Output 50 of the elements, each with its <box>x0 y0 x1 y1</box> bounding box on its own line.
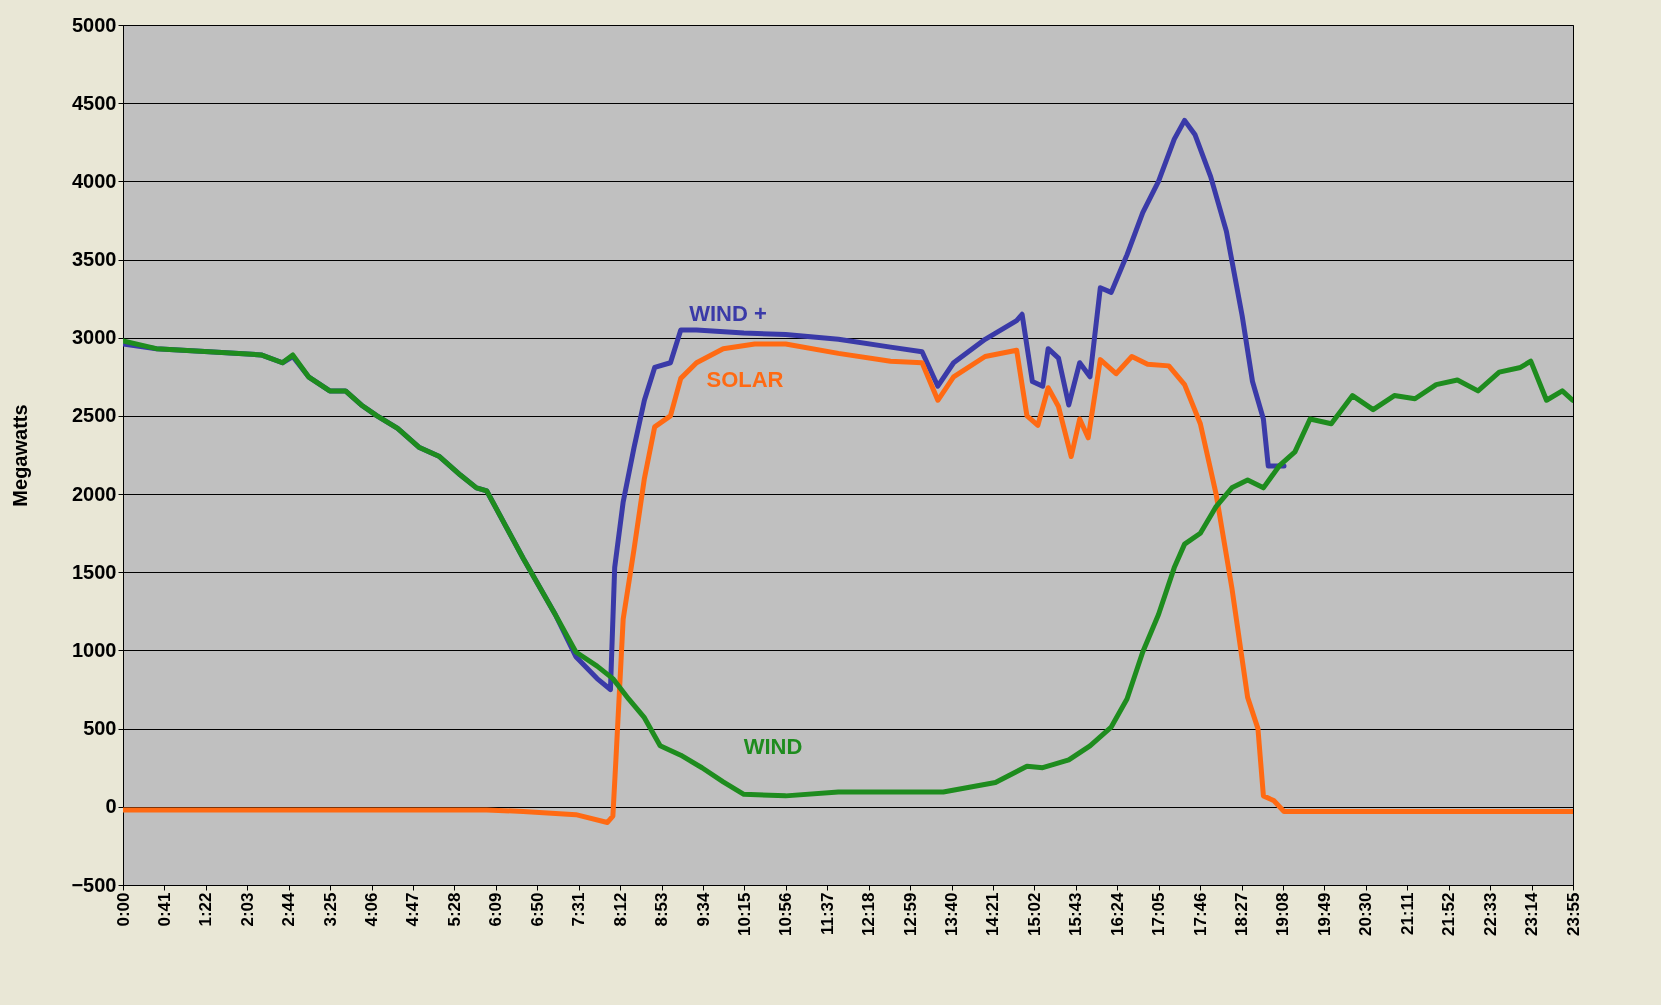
x-tick-label: 16:24 <box>1107 891 1127 936</box>
x-tick-label: 1:22 <box>196 892 216 927</box>
x-tick-label: 11:37 <box>817 892 837 936</box>
x-tick-label: 2:44 <box>279 891 299 927</box>
x-tick-label: 17:05 <box>1149 892 1169 936</box>
y-tick-label: 4500 <box>72 91 117 114</box>
x-tick-label: 9:34 <box>693 891 713 927</box>
y-tick-label: 5000 <box>72 13 117 36</box>
x-tick-label: 19:49 <box>1314 892 1334 936</box>
y-axis-title: Megawatts <box>9 404 32 507</box>
x-tick-label: 15:43 <box>1066 892 1086 936</box>
x-tick-label: 8:12 <box>610 892 630 927</box>
y-tick-label: 2000 <box>72 482 117 505</box>
y-tick-label: 1000 <box>72 638 117 661</box>
x-tick-label: 2:03 <box>237 892 257 927</box>
x-tick-label: 23:14 <box>1522 891 1542 936</box>
x-tick-label: 4:06 <box>362 892 382 927</box>
x-tick-label: 10:15 <box>734 892 754 936</box>
x-tick-label: 23:55 <box>1563 892 1583 936</box>
y-tick-label: 4000 <box>72 169 117 192</box>
x-tick-label: 19:08 <box>1273 892 1293 936</box>
x-tick-label: 10:56 <box>776 892 796 936</box>
series-label: SOLAR <box>706 367 784 392</box>
x-tick-label: 5:28 <box>444 892 464 927</box>
y-tick-label: 3000 <box>72 326 117 349</box>
x-tick-label: 21:11 <box>1397 892 1417 936</box>
x-tick-label: 6:50 <box>527 892 547 927</box>
x-tick-label: 6:09 <box>486 892 506 927</box>
x-tick-label: 3:25 <box>320 892 340 927</box>
x-tick-label: 8:53 <box>652 892 672 927</box>
x-tick-label: 15:02 <box>1024 892 1044 936</box>
y-tick-label: 2500 <box>72 404 117 427</box>
series-label: WIND <box>743 734 803 759</box>
x-tick-label: 7:31 <box>569 892 589 927</box>
y-tick-label: 500 <box>83 717 117 740</box>
y-tick-label: 3500 <box>72 248 117 271</box>
x-tick-label: 18:27 <box>1232 892 1252 936</box>
x-tick-label: 22:33 <box>1480 892 1500 936</box>
x-tick-label: 17:46 <box>1190 892 1210 936</box>
x-tick-label: 4:47 <box>403 892 423 927</box>
x-tick-label: 20:30 <box>1356 892 1376 936</box>
y-tick-label: 0 <box>105 795 117 818</box>
series-label: WIND + <box>689 301 767 326</box>
x-tick-label: 14:21 <box>983 892 1003 936</box>
x-tick-label: 0:41 <box>154 892 174 927</box>
x-tick-label: 12:59 <box>900 892 920 936</box>
x-tick-label: 13:40 <box>942 892 962 936</box>
x-tick-label: 12:18 <box>859 892 879 936</box>
y-tick-label: 1500 <box>72 560 117 583</box>
x-tick-label: 21:52 <box>1439 892 1459 936</box>
